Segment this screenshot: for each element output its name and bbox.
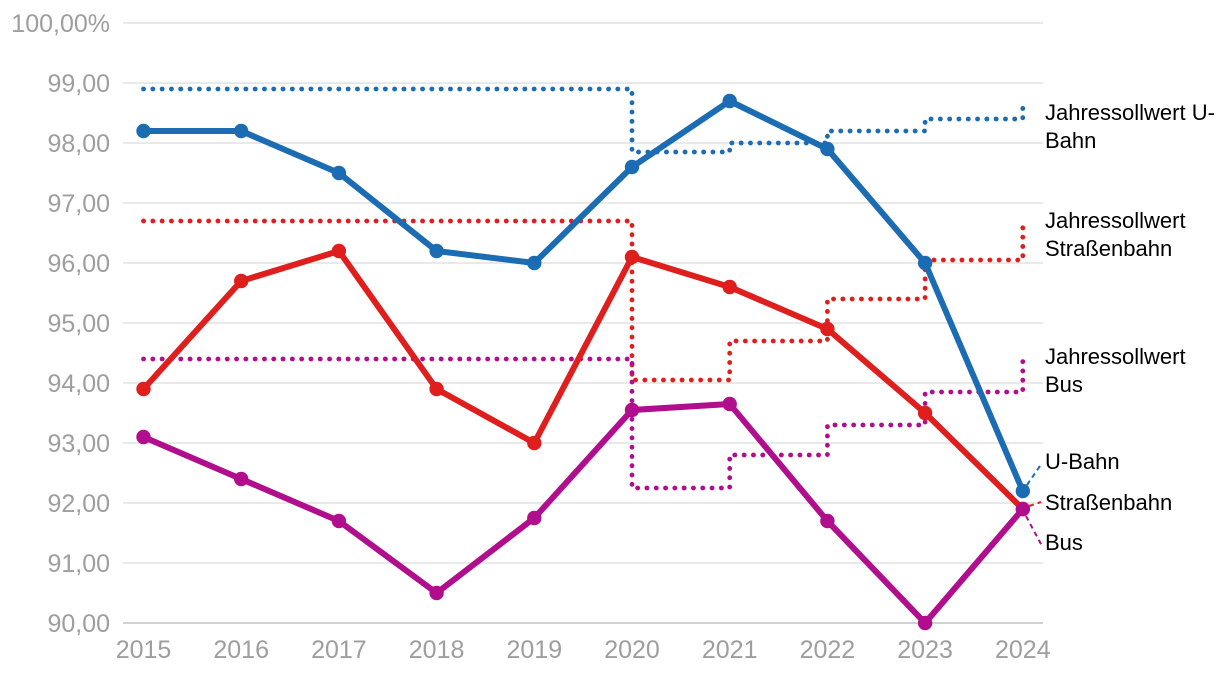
- data-point-marker: [429, 585, 444, 601]
- target-step-line: [141, 86, 1026, 155]
- y-axis-tick-label: 95,00: [47, 310, 110, 338]
- data-point-marker: [234, 123, 249, 139]
- label-leader-line: [1026, 462, 1043, 486]
- y-axis-tick-label: 96,00: [47, 250, 110, 278]
- data-line: [140, 98, 1026, 494]
- data-point-marker: [429, 243, 444, 259]
- data-point-marker: [624, 249, 640, 265]
- x-axis-tick-label: 2024: [995, 636, 1051, 664]
- y-axis-tick-label: 97,00: [47, 190, 110, 218]
- data-point-marker: [331, 513, 347, 529]
- label-leader-line: [1025, 515, 1043, 547]
- legend-jahressollwert-bus: Jahressollwert Bus: [1045, 344, 1186, 397]
- x-axis-tick-label: 2016: [213, 636, 269, 664]
- data-point-marker: [331, 165, 347, 181]
- y-axis-tick-label: 91,00: [47, 550, 110, 578]
- data-point-marker: [820, 141, 835, 157]
- data-point-marker: [722, 396, 737, 412]
- target-step-line: [141, 218, 1026, 383]
- x-axis-tick-label: 2022: [800, 636, 856, 664]
- data-point-marker: [917, 615, 933, 631]
- x-axis-tick-label: 2018: [409, 636, 465, 664]
- y-axis-tick-label: 93,00: [47, 430, 110, 458]
- x-axis-tick-label: 2023: [897, 636, 953, 664]
- legend-jahressollwert-u-bahn: Jahressollwert U-Bahn: [1045, 100, 1215, 153]
- data-point-marker: [917, 255, 933, 271]
- data-point-marker: [136, 123, 151, 139]
- data-point-marker: [624, 402, 640, 418]
- target-step-line: [141, 356, 1026, 491]
- data-point-marker: [136, 381, 151, 397]
- y-axis-tick-label: 94,00: [47, 370, 110, 398]
- legend-u-bahn: U-Bahn: [1045, 449, 1120, 474]
- y-axis-tick-label: 100,00%: [11, 10, 110, 38]
- y-axis-tick-label: 90,00: [47, 610, 110, 638]
- label-leader-line: [1028, 501, 1042, 507]
- x-axis-tick-label: 2015: [116, 636, 172, 664]
- data-point-marker: [722, 93, 737, 109]
- data-point-marker: [722, 279, 737, 295]
- legend-jahressollwert-strassenbahn: Jahressollwert Straßenbahn: [1045, 208, 1186, 261]
- data-point-marker: [820, 321, 835, 337]
- data-line: [140, 248, 1026, 512]
- legend-bus: Bus: [1045, 530, 1083, 555]
- data-point-marker: [1015, 501, 1030, 517]
- legend-strassenbahn: Straßenbahn: [1045, 490, 1173, 515]
- y-axis-tick-label: 99,00: [47, 70, 110, 98]
- data-point-marker: [917, 405, 933, 421]
- data-point-marker: [527, 255, 542, 271]
- x-axis-tick-label: 2017: [311, 636, 367, 664]
- data-point-marker: [624, 159, 640, 175]
- data-point-marker: [820, 513, 835, 529]
- data-point-marker: [234, 273, 249, 289]
- data-point-marker: [136, 429, 151, 445]
- data-point-marker: [429, 381, 444, 397]
- data-point-marker: [527, 435, 542, 451]
- y-axis-tick-label: 98,00: [47, 130, 110, 158]
- x-axis-tick-label: 2021: [702, 636, 758, 664]
- y-axis-tick-label: 92,00: [47, 490, 110, 518]
- x-axis-tick-label: 2020: [604, 636, 660, 664]
- data-point-marker: [527, 510, 542, 526]
- data-point-marker: [331, 243, 347, 259]
- data-point-marker: [1015, 483, 1030, 499]
- x-axis-tick-label: 2019: [506, 636, 562, 664]
- data-line: [140, 401, 1026, 626]
- data-point-marker: [234, 471, 249, 487]
